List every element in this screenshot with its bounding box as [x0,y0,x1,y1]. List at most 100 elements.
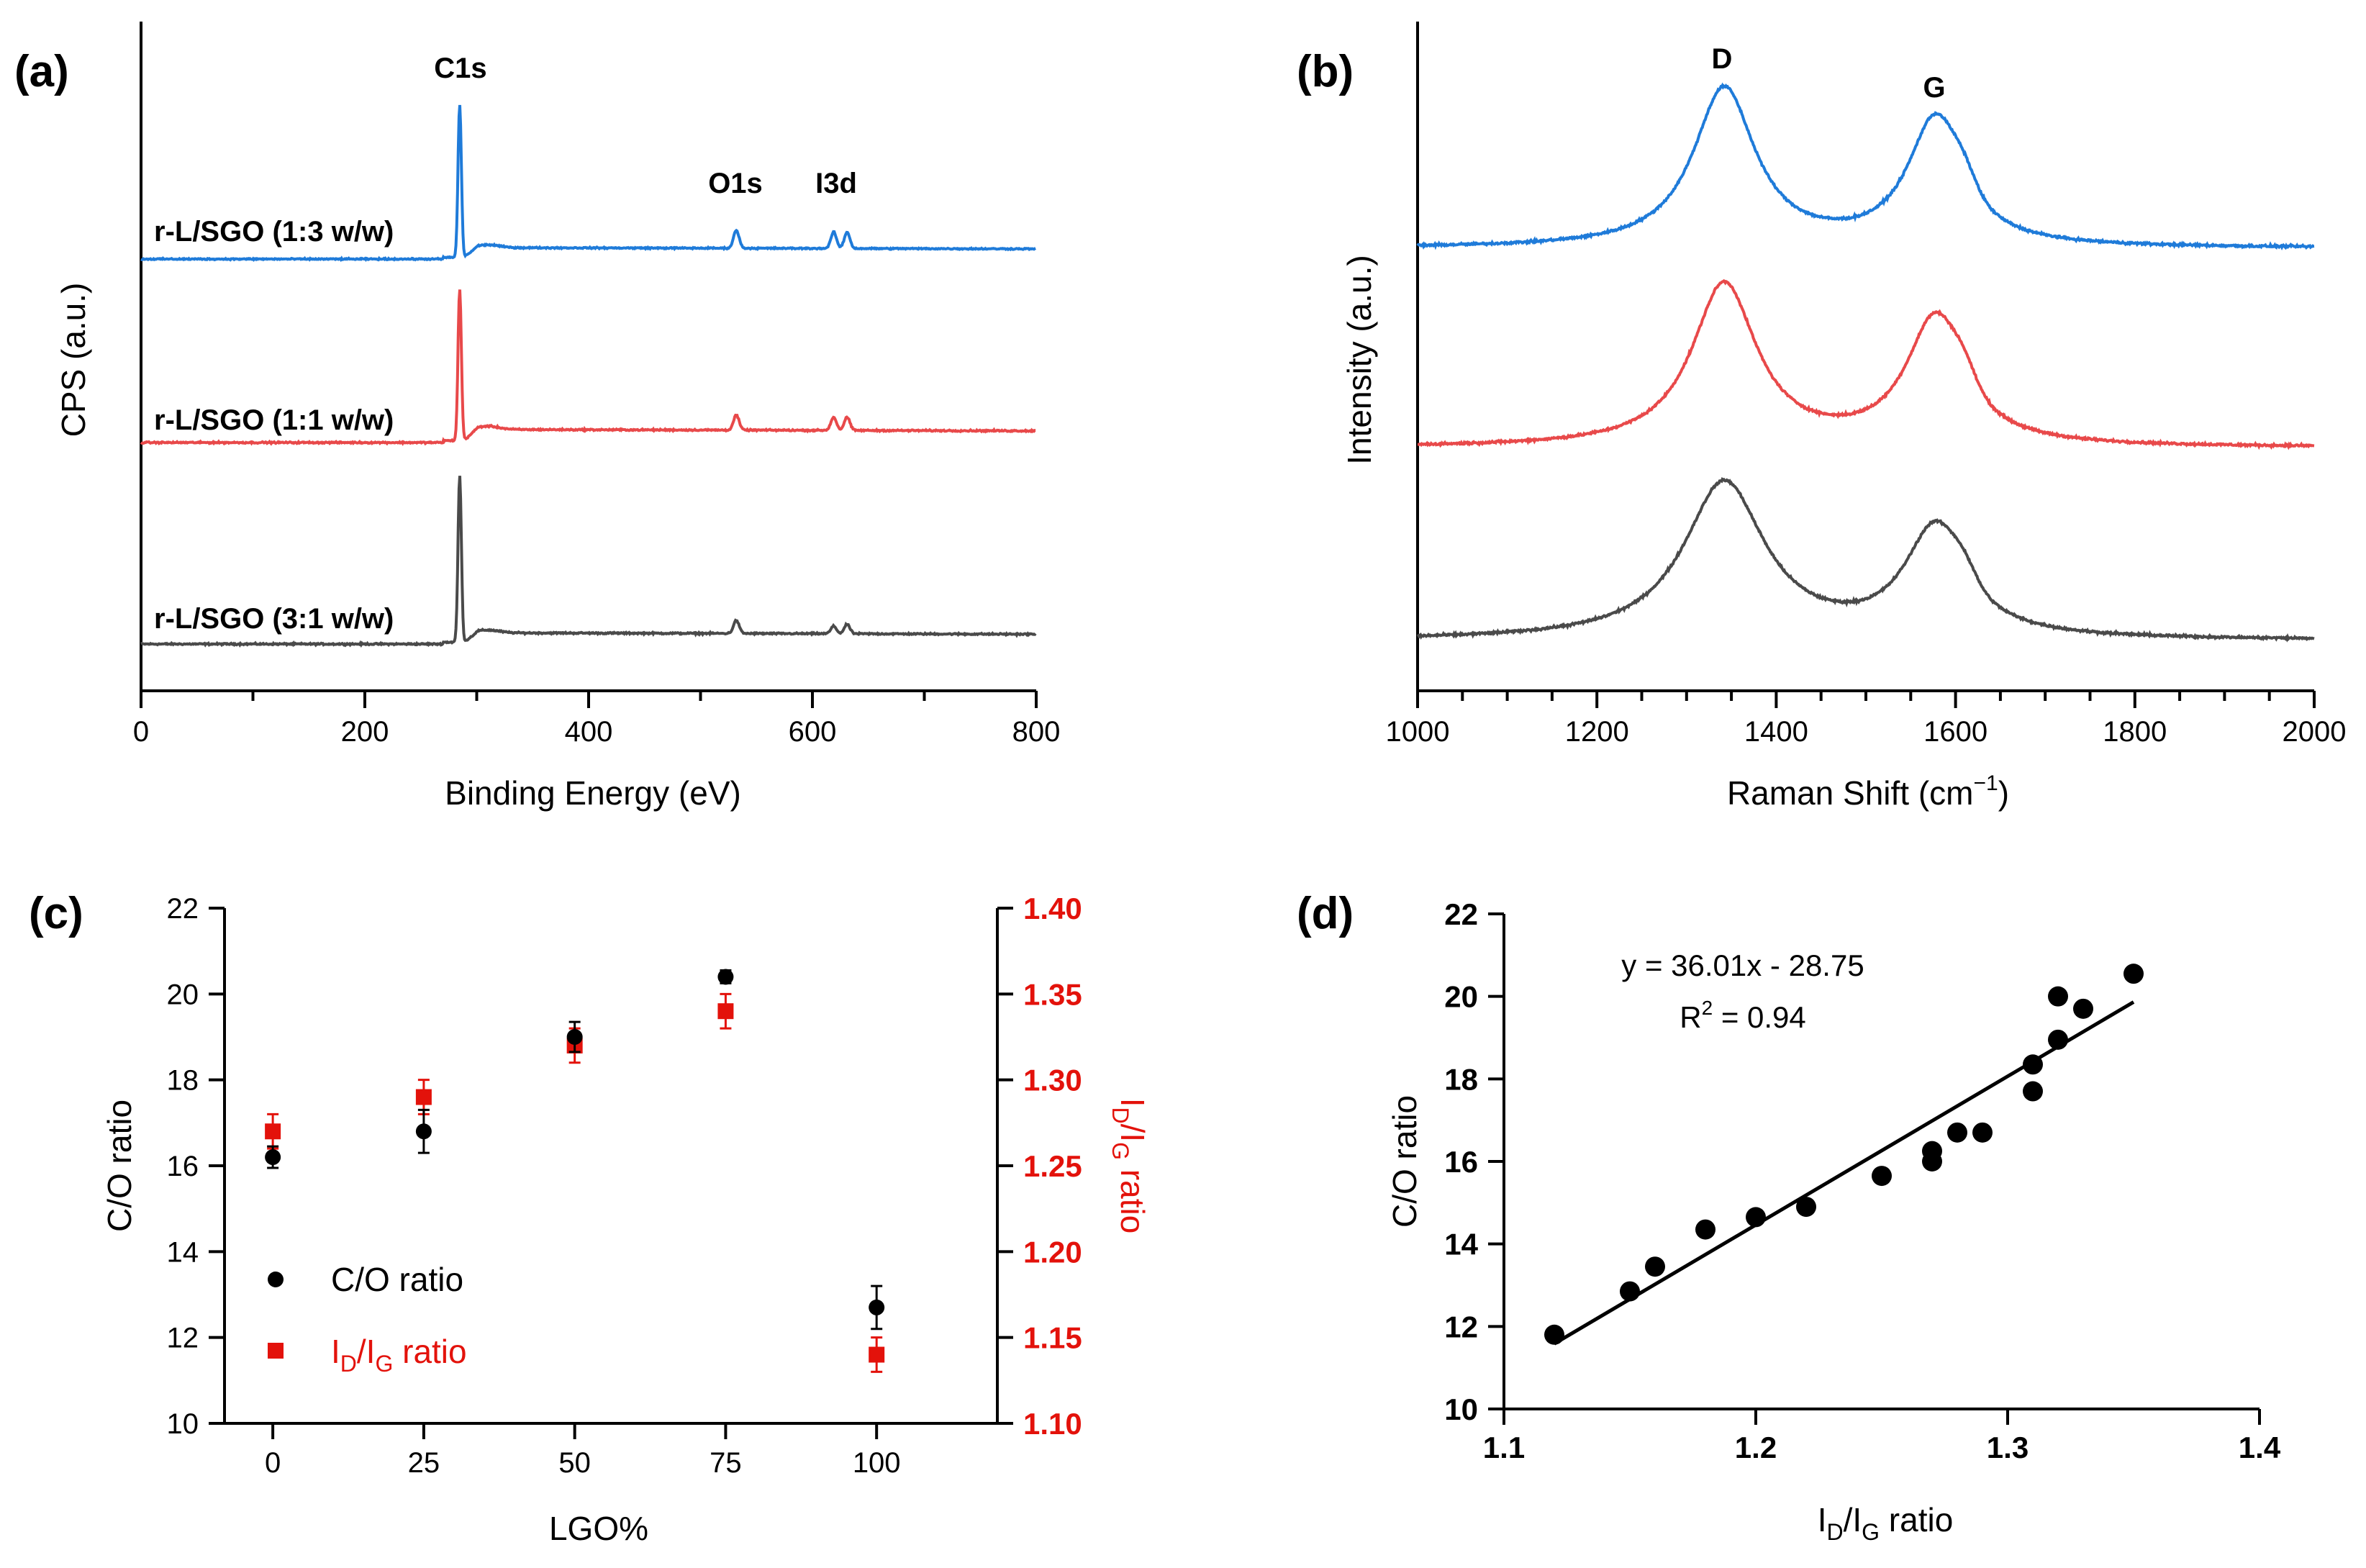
panel-b-x-ticks: 1000 1200 1400 1600 1800 2000 [1386,691,2347,748]
xps-spectrum-line [140,476,1037,648]
correlation-point [1972,1122,1993,1143]
c-y-tick-label: 18 [167,1065,199,1097]
panel-d-label: (d) [1297,889,1354,938]
panel-a-x-axis-label: Binding Energy (eV) [445,774,741,812]
co-point [265,1149,281,1166]
correlation-point [2123,964,2144,984]
panel-c-y-axis-label-right: ID/IG ratio [1107,1098,1151,1234]
correlation-point [1947,1122,1967,1143]
a-x-tick-label: 200 [341,716,389,748]
panel-a-x-ticks: 0 200 400 600 800 [133,691,1060,748]
d-x-tick-label: 1.1 [1483,1431,1525,1464]
series-label-1to3: r-L/SGO (1:3 w/w) [154,216,394,248]
b-x-tick-label: 2000 [2283,716,2347,748]
c-y-tick-label: 14 [167,1236,199,1268]
a-x-tick-label: 400 [565,716,613,748]
panel-c-scatter: (c) 0 25 50 75 100 10 12 14 16 18 20 22 1.10 1.15 1.20… [29,889,1151,1547]
panel-b-label: (b) [1297,47,1354,96]
c-y-tick-label: 22 [167,893,199,925]
c-x-tick-label: 25 [408,1447,440,1479]
d-xlabel-end: ratio [1880,1501,1953,1538]
co-point [869,1299,885,1315]
b-x-tick-label: 1200 [1565,716,1629,748]
panel-b-x-axis-label: Raman Shift (cm−1) [1727,771,2009,812]
d-y-tick-label: 20 [1444,980,1478,1014]
fit-r-squared: R2 = 0.94 [1680,997,1806,1034]
legend-idig-mid: /I [357,1333,376,1370]
idig-point [265,1123,281,1140]
correlation-point [1645,1256,1665,1277]
correlation-point [1695,1219,1715,1240]
b-x-tick-label: 1600 [1923,716,1987,748]
right-label-mid: /I [1114,1124,1151,1143]
annotation-i3d: I3d [815,168,857,199]
co-point [566,1029,583,1045]
r2-prefix: R [1680,1000,1701,1034]
panel-d-x-axis-label: ID/IG ratio [1818,1501,1954,1545]
panel-d-ticks: 1.1 1.2 1.3 1.4 10 12 14 16 18 20 22 [1444,897,2281,1464]
c-x-tick-label: 100 [853,1447,901,1479]
panel-a-label: (a) [14,47,69,96]
xps-spectrum-line [140,289,1036,446]
right-label-end: ratio [1114,1160,1151,1233]
c-y-right-tick-label: 1.15 [1023,1321,1082,1355]
d-x-tick-label: 1.3 [1987,1431,2029,1464]
c-x-tick-label: 50 [558,1447,591,1479]
c-y-right-tick-label: 1.20 [1023,1235,1082,1269]
panel-b-x-label-sup: −1 [1973,771,1998,795]
correlation-point [1544,1324,1564,1345]
panel-c-label: (c) [29,889,83,938]
legend-marker-idig [268,1343,284,1359]
c-y-tick-label: 10 [167,1408,199,1440]
legend-idig-sub1: D [340,1351,357,1377]
panel-c-ticks: 0 25 50 75 100 10 12 14 16 18 20 22 1.10 1.15 1.20 1.25… [167,892,1082,1479]
annotation-g-band: G [1923,72,1945,104]
d-x-tick-label: 1.4 [2239,1431,2281,1464]
fit-line [1553,1000,2135,1346]
d-xlabel-sub2: G [1862,1519,1880,1545]
correlation-point [1922,1141,1942,1161]
c-y-right-tick-label: 1.10 [1023,1407,1082,1441]
d-y-tick-label: 22 [1444,897,1478,931]
right-label-i: I [1114,1098,1151,1107]
panel-b-x-label-close: ) [1998,774,2009,812]
panel-b-raman: (b) 1000 1200 1400 1600 1800 2000 D G Raman S… [1297,22,2346,812]
legend-idig-end: ratio [393,1333,466,1370]
series-label-1to1: r-L/SGO (1:1 w/w) [154,404,394,436]
b-x-tick-label: 1400 [1744,716,1808,748]
c-y-right-tick-label: 1.40 [1023,892,1082,925]
panel-c-x-axis-label: LGO% [549,1510,648,1547]
panel-d-correlation: (d) 1.1 1.2 1.3 1.4 10 12 14 16 18 20 22 y = 36.01… [1297,889,2281,1545]
correlation-point [1746,1207,1766,1228]
panel-d-y-axis-label: C/O ratio [1386,1095,1423,1228]
d-xlabel-i: I [1818,1501,1827,1538]
panel-b-y-axis-label: Intensity (a.u.) [1341,255,1378,464]
panel-c-y-axis-label: C/O ratio [101,1100,138,1232]
idig-point [869,1346,885,1363]
c-y-tick-label: 20 [167,979,199,1010]
legend-label-idig: ID/IG ratio [331,1333,467,1377]
panel-a-xps: (a) 0 200 400 600 800 C1s O1s I3d r-L/SGO (1… [14,22,1060,812]
c-x-tick-label: 75 [710,1447,742,1479]
c-y-right-tick-label: 1.25 [1023,1149,1082,1183]
d-y-tick-label: 10 [1444,1392,1478,1426]
correlation-point [2073,998,2093,1019]
c-y-right-tick-label: 1.30 [1023,1064,1082,1097]
panel-c-points [265,969,885,1373]
d-xlabel-mid: /I [1844,1501,1862,1538]
right-label-sub2: G [1107,1142,1133,1160]
raman-spectrum-line [1416,477,2315,643]
right-label-sub1: D [1107,1107,1133,1123]
b-x-tick-label: 1800 [2103,716,2167,748]
idig-point [415,1089,432,1105]
d-y-tick-label: 16 [1444,1145,1478,1179]
annotation-c1s: C1s [434,53,486,84]
legend-idig-i: I [331,1333,340,1370]
c-y-tick-label: 16 [167,1151,199,1182]
legend-marker-co [268,1272,284,1287]
panel-a-y-axis-label: CPS (a.u.) [55,283,92,438]
correlation-point [1872,1166,1892,1187]
correlation-point [2023,1081,2043,1102]
idig-point [717,1003,734,1020]
